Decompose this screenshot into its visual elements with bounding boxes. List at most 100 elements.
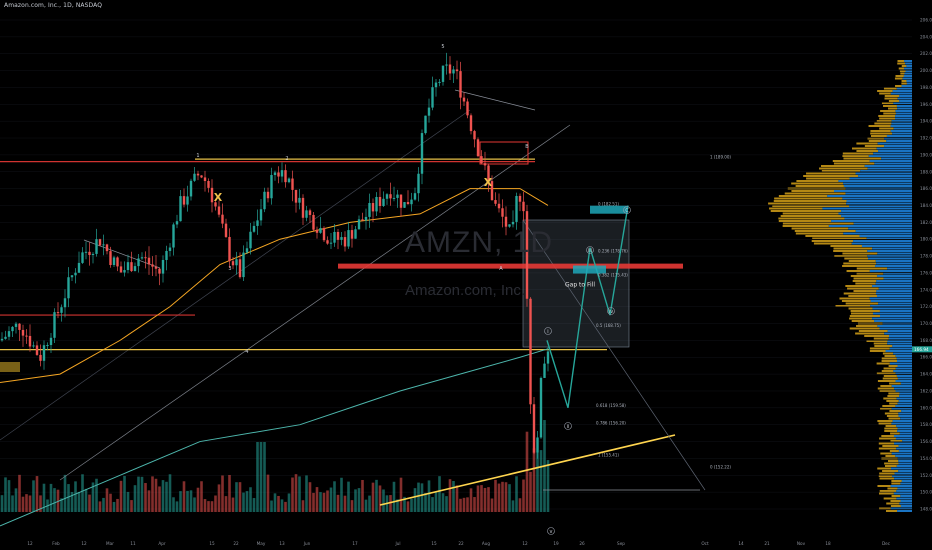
volume-bar: [207, 501, 210, 512]
volume-bar: [36, 476, 39, 512]
candle-body: [407, 202, 409, 204]
candle-body: [309, 210, 311, 215]
candle-body: [81, 252, 83, 263]
volume-profile-row: [874, 345, 892, 347]
volume-bar: [137, 477, 140, 512]
volume-bar: [106, 488, 109, 512]
price-tick-label: 150.00: [920, 490, 932, 495]
fib-label: 0 (152.22): [710, 465, 731, 470]
volume-profile-row: [869, 155, 912, 157]
volume-profile-row: [900, 70, 906, 72]
candle-body: [253, 226, 255, 232]
volume-profile-row: [877, 275, 912, 277]
volume-profile-row: [870, 160, 912, 162]
candle-body: [144, 257, 146, 258]
volume-profile-row: [883, 353, 893, 355]
volume-bar: [204, 499, 207, 512]
volume-profile-row: [906, 80, 912, 82]
volume-profile-row: [895, 118, 912, 120]
volume-profile-row: [873, 308, 912, 310]
candle-body: [533, 404, 535, 452]
time-tick-label: 18: [825, 541, 831, 546]
volume-bar: [466, 497, 469, 512]
candle-body: [78, 263, 80, 273]
time-tick-label: 26: [579, 541, 585, 546]
volume-profile-row: [847, 200, 912, 202]
candle-body: [260, 209, 262, 220]
volume-profile-row: [856, 173, 912, 175]
volume-profile-row: [876, 280, 912, 282]
candle-body: [358, 219, 360, 229]
volume-profile-row: [878, 115, 895, 117]
volume-profile-row: [896, 355, 912, 357]
price-tick-label: 156.00: [920, 439, 932, 444]
volume-bar: [340, 478, 343, 512]
volume-profile-row: [895, 85, 902, 87]
volume-profile-row: [892, 385, 912, 387]
volume-profile-row: [779, 220, 831, 222]
volume-profile-row: [845, 193, 912, 195]
candle-body: [204, 177, 206, 181]
volume-bar: [400, 478, 403, 512]
candle-body: [270, 175, 272, 198]
volume-profile-row: [878, 380, 896, 382]
volume-profile-row: [880, 478, 895, 480]
volume-profile-row: [901, 83, 907, 85]
volume-profile-row: [783, 225, 829, 227]
volume-profile-row: [899, 68, 904, 70]
volume-bar: [337, 495, 340, 512]
candle-body: [403, 202, 405, 208]
volume-profile-row: [891, 93, 912, 95]
volume-bar: [533, 448, 536, 512]
volume-profile-row: [877, 420, 892, 422]
volume-bar: [11, 495, 14, 512]
volume-bar: [431, 497, 434, 512]
volume-profile-row: [880, 110, 895, 112]
volume-bar: [141, 477, 144, 512]
candle-body: [340, 237, 342, 240]
time-tick-label: Aug: [482, 541, 491, 546]
volume-bar: [379, 485, 382, 512]
candle-body: [225, 224, 227, 237]
price-tick-label: 178.00: [920, 254, 932, 259]
volume-profile-row: [865, 145, 884, 147]
volume-profile-row: [880, 315, 912, 317]
candle-body: [1, 339, 3, 341]
candle-body: [417, 174, 419, 193]
candle-body: [337, 232, 339, 240]
volume-profile-row: [877, 90, 893, 92]
volume-profile-row: [876, 260, 912, 262]
volume-profile-row: [842, 198, 912, 200]
volume-profile-row: [874, 123, 891, 125]
volume-profile-row: [855, 333, 884, 335]
volume-bar: [267, 475, 270, 512]
candle-body: [200, 175, 202, 177]
candle-body: [295, 190, 297, 203]
candle-body: [414, 193, 416, 199]
volume-profile-row: [870, 130, 890, 132]
candle-body: [176, 221, 178, 224]
volume-bar: [417, 483, 420, 512]
volume-profile-row: [904, 75, 912, 77]
volume-bar: [263, 442, 266, 512]
volume-profile-row: [907, 83, 912, 85]
wave-label: C: [625, 208, 629, 214]
volume-profile-row: [890, 500, 900, 502]
volume-profile-row: [878, 303, 912, 305]
volume-profile-row: [898, 365, 912, 367]
volume-profile-row: [849, 178, 912, 180]
volume-bar: [169, 474, 172, 512]
volume-profile-row: [859, 330, 888, 332]
price-axis[interactable]: 148.00 150.00 152.00 154.00 156.00 158.00 160.…: [912, 0, 932, 550]
volume-profile-row: [851, 275, 877, 277]
volume-bar: [25, 494, 28, 512]
candle-body: [466, 102, 468, 116]
volume-profile-row: [885, 413, 898, 415]
volume-profile-row: [834, 248, 873, 250]
volume-bar: [183, 481, 186, 512]
volume-profile-row: [881, 158, 912, 160]
volume-bar: [368, 496, 371, 512]
volume-bar: [354, 489, 357, 512]
volume-profile-row: [885, 455, 895, 457]
